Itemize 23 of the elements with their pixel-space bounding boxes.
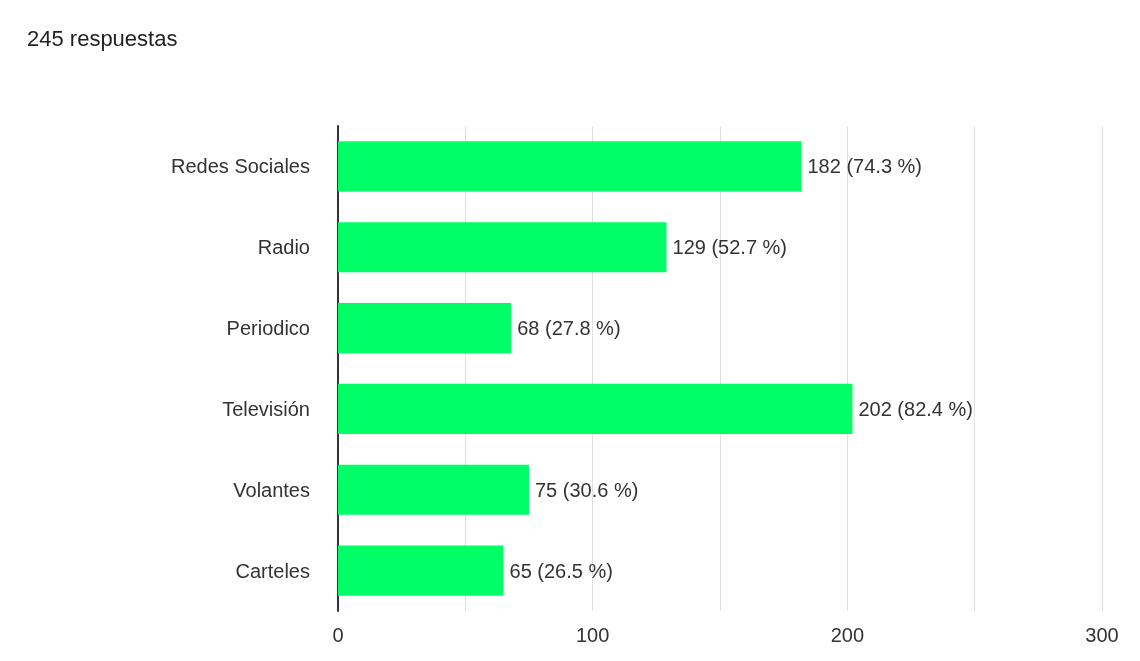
x-tick-label: 100 (575, 624, 610, 646)
data-label: 202 (82.4 %) (858, 397, 973, 420)
y-tick-label: Radio (257, 236, 310, 259)
bar (338, 303, 512, 354)
x-tick-label: 200 (830, 624, 865, 646)
data-label: 75 (30.6 %) (535, 478, 639, 501)
x-tick-label: 300 (1085, 624, 1119, 646)
y-tick-label: Volantes (233, 478, 310, 501)
y-tick-label: Carteles (235, 559, 310, 582)
data-label: 182 (74.3 %) (807, 155, 923, 178)
data-label: 65 (26.5 %) (509, 559, 613, 582)
data-label: 129 (52.7 %) (672, 236, 788, 259)
bar (338, 141, 802, 192)
text: 245 respuestas (27, 25, 178, 51)
x-tick-label: 0 (332, 624, 344, 646)
y-tick-label: Redes Sociales (171, 155, 310, 178)
bar (338, 545, 504, 596)
data-label: 68 (27.8 %) (517, 317, 621, 340)
y-tick-label: Televisión (222, 397, 310, 420)
y-tick-label: Periodico (226, 317, 310, 340)
bar (338, 464, 529, 515)
bar (338, 383, 853, 434)
bar (338, 222, 667, 273)
